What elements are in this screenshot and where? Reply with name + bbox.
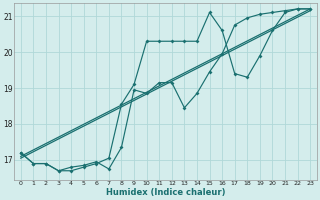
X-axis label: Humidex (Indice chaleur): Humidex (Indice chaleur) — [106, 188, 225, 197]
